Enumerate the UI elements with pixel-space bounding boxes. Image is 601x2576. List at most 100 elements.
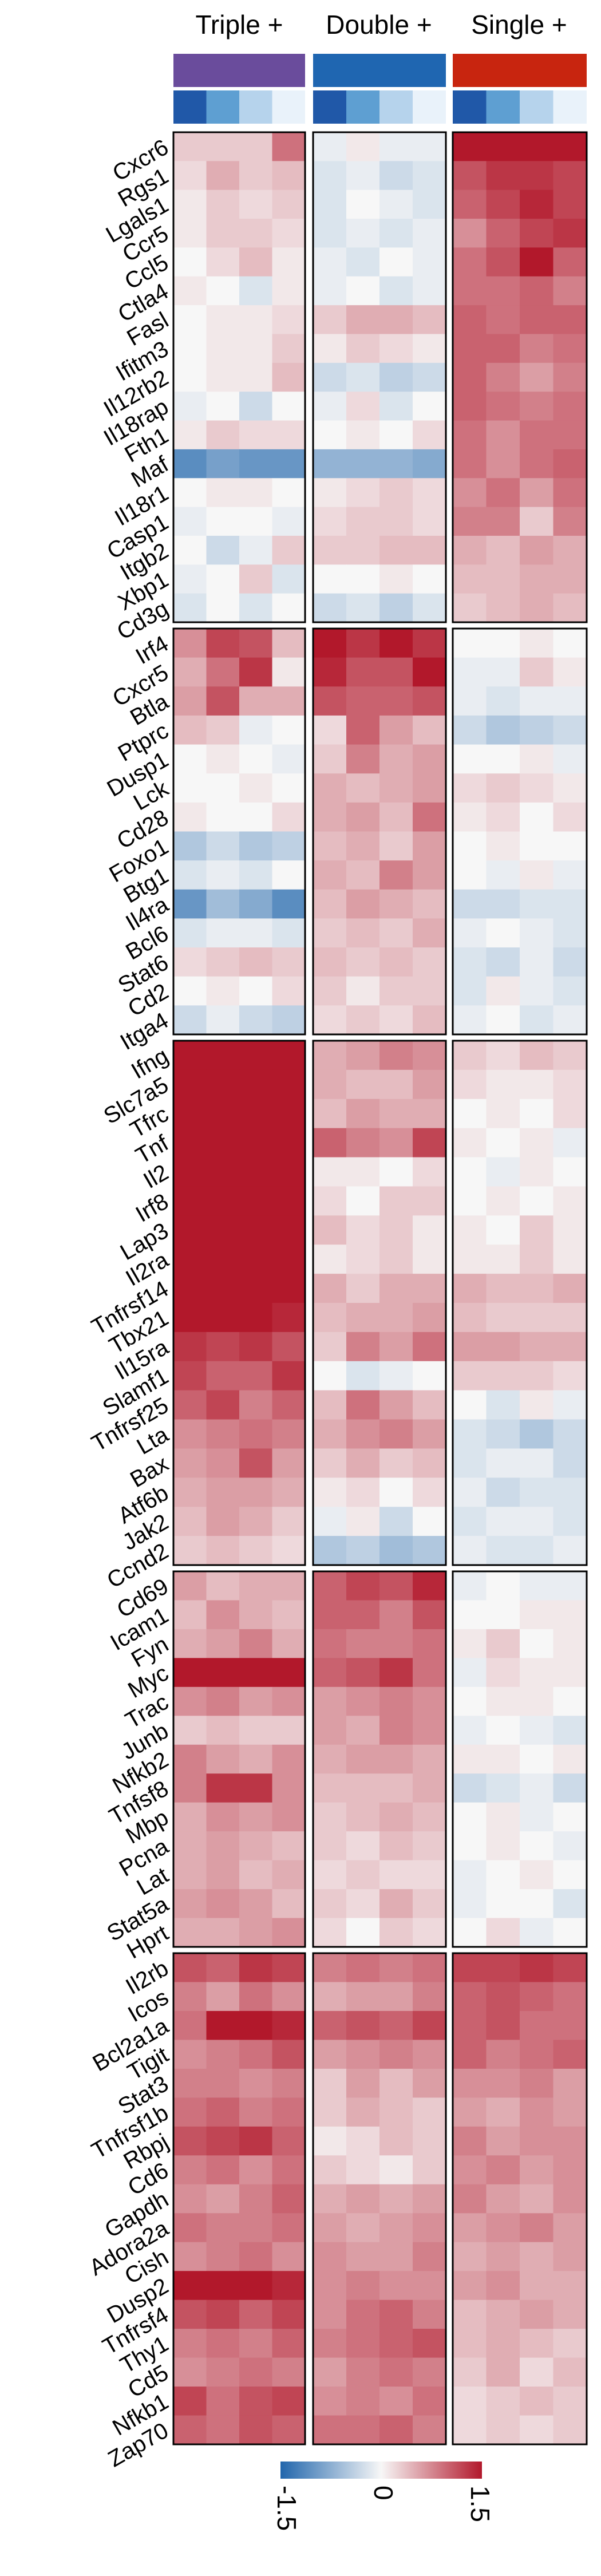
heatmap-cell [413, 161, 446, 191]
heatmap-cell [553, 744, 587, 774]
column-annotation-bars [173, 54, 587, 124]
heatmap-cell [272, 1982, 306, 2012]
heatmap-cell [453, 1005, 487, 1035]
heatmap-cell [206, 715, 240, 745]
heatmap-cell [206, 1128, 240, 1158]
heatmap-cell [272, 657, 306, 687]
heatmap-cell [413, 1128, 446, 1158]
heatmap-cell [379, 1186, 413, 1216]
heatmap-cell [553, 1157, 587, 1187]
heatmap-cell [486, 773, 520, 803]
heatmap-cell [413, 2155, 446, 2185]
heatmap-cell [239, 1186, 273, 1216]
heatmap-cell [553, 2415, 587, 2445]
heatmap-cell [206, 161, 240, 191]
heatmap-cell [486, 535, 520, 565]
heatmap-cell [453, 219, 487, 248]
heatmap-cell [379, 1658, 413, 1688]
heatmap-cell [272, 629, 306, 658]
heatmap-cell [520, 1005, 554, 1035]
heatmap-cell [453, 2097, 487, 2127]
heatmap-cell [313, 889, 347, 919]
heatmap-cell [313, 1571, 347, 1601]
heatmap-cell [486, 686, 520, 716]
heatmap-cell [313, 247, 347, 277]
heatmap-cell [379, 2097, 413, 2127]
heatmap-cell [453, 1773, 487, 1803]
heatmap-cell [173, 2213, 207, 2243]
heatmap-cell [379, 1157, 413, 1187]
heatmap-cell [453, 2329, 487, 2358]
heatmap-cell [379, 449, 413, 479]
heatmap-cell [173, 478, 207, 508]
heatmap-cell [413, 889, 446, 919]
heatmap-cell [413, 715, 446, 745]
group-color-bar [313, 54, 446, 87]
heatmap-cell [313, 161, 347, 191]
group-title-double: Double + [326, 10, 432, 39]
heatmap-cell [453, 773, 487, 803]
heatmap-cell [413, 2068, 446, 2098]
heatmap-cell [553, 629, 587, 658]
heatmap-cell [313, 1536, 347, 1566]
heatmap-cell [486, 2097, 520, 2127]
heatmap-cells [173, 132, 587, 2445]
heatmap-cell [313, 1390, 347, 1420]
heatmap-cell [206, 1244, 240, 1274]
heatmap-cell [520, 2415, 554, 2445]
heatmap-cell [239, 1244, 273, 1274]
heatmap-cell [379, 2357, 413, 2387]
heatmap-cell [173, 1716, 207, 1745]
heatmap-cell [206, 2242, 240, 2271]
heatmap-cell [486, 976, 520, 1006]
heatmap-cell [239, 1802, 273, 1832]
heatmap-cell [272, 1658, 306, 1688]
panel-border [172, 1952, 306, 2445]
heatmap-cell [453, 564, 487, 594]
heatmap-cell [173, 1099, 207, 1129]
heatmap-cell [553, 2097, 587, 2127]
heatmap-cell [346, 744, 380, 774]
heatmap-cell [379, 1802, 413, 1832]
heatmap-cell [206, 918, 240, 948]
heatmap-cell [173, 2184, 207, 2214]
heatmap-cell [239, 1889, 273, 1919]
heatmap-cell [520, 1041, 554, 1070]
heatmap-cell [239, 1716, 273, 1745]
heatmap-cell [453, 802, 487, 832]
heatmap-cell [206, 2184, 240, 2214]
heatmap-cell [239, 2010, 273, 2041]
heatmap-cell [313, 715, 347, 745]
heatmap-cell [346, 507, 380, 536]
heatmap-cell [173, 686, 207, 716]
heatmap-cell [239, 1773, 273, 1803]
heatmap-cell [313, 686, 347, 716]
heatmap-cell [313, 420, 347, 450]
heatmap-cell [313, 1215, 347, 1245]
heatmap-cell [379, 1215, 413, 1245]
heatmap-cell [413, 1244, 446, 1274]
heatmap-cell [413, 1918, 446, 1947]
heatmap-cell [453, 305, 487, 335]
heatmap-cell [313, 1332, 347, 1362]
heatmap-cell [553, 2357, 587, 2387]
heatmap-cell [453, 1477, 487, 1507]
heatmap-cell [453, 1918, 487, 1947]
heatmap-cell [206, 1361, 240, 1391]
heatmap-cell [520, 1186, 554, 1216]
heatmap-cell [486, 1831, 520, 1861]
heatmap-cell [313, 657, 347, 687]
heatmap-cell [272, 1303, 306, 1333]
heatmap-cell [379, 1477, 413, 1507]
heatmap-cell [553, 802, 587, 832]
heatmap-cell [486, 1953, 520, 1983]
heatmap-cell [272, 1157, 306, 1187]
heatmap-cell [486, 1507, 520, 1536]
heatmap-cell [553, 276, 587, 306]
heatmap-cell [520, 161, 554, 191]
heatmap-cell [239, 947, 273, 977]
heatmap-cell [313, 132, 347, 161]
heatmap-cell [553, 860, 587, 890]
heatmap-cell [313, 2010, 347, 2041]
heatmap-cell [206, 2357, 240, 2387]
